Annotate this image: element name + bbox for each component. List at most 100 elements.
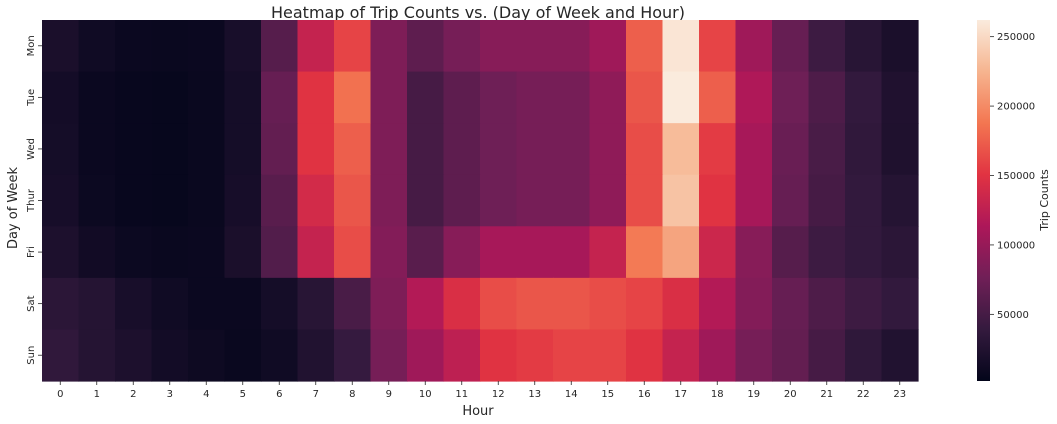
y-tick-label: Tue	[26, 89, 37, 107]
heatmap-cell-mon-21	[808, 20, 846, 73]
heatmap-cell-fri-5	[224, 226, 262, 279]
heatmap-cell-wed-1	[78, 123, 116, 176]
heatmap-cell-fri-16	[626, 226, 664, 279]
colorbar-ticks: 50000 100000 150000 200000 250000	[990, 32, 1035, 321]
heatmap-cell-sun-9	[370, 329, 408, 382]
heatmap-cell-tue-11	[443, 71, 481, 124]
heatmap-cell-sun-21	[808, 329, 846, 382]
heatmap-cell-mon-14	[553, 20, 591, 73]
heatmap-cell-wed-0	[42, 123, 80, 176]
heatmap-cell-fri-3	[151, 226, 189, 279]
heatmap-cell-fri-21	[808, 226, 846, 279]
heatmap-cell-sat-13	[516, 277, 554, 331]
heatmap-cell-sat-6	[261, 277, 299, 331]
heatmap-cell-tue-23	[881, 71, 919, 124]
heatmap-cell-tue-7	[297, 71, 335, 124]
heatmap-cell-fri-14	[553, 226, 591, 279]
heatmap-cell-thur-17	[662, 174, 700, 227]
heatmap-cell-wed-6	[261, 123, 299, 176]
x-tick-label: 22	[857, 389, 870, 400]
y-tick-label: Sun	[26, 346, 37, 365]
x-axis-ticks: 0 1 2 3 4 5 6 7 8 9 10 11 12 13 14 15 16 17 18 19 20 21 22 23	[57, 381, 906, 400]
heatmap-cell-mon-18	[699, 20, 737, 73]
heatmap-cell-sat-0	[42, 277, 80, 331]
heatmap-cell-fri-13	[516, 226, 554, 279]
heatmap-cell-mon-0	[42, 20, 80, 73]
heatmap-cell-sat-10	[407, 277, 445, 331]
heatmap-cell-thur-1	[78, 174, 116, 227]
heatmap-cell-sun-23	[881, 329, 919, 382]
heatmap-cell-mon-10	[407, 20, 445, 73]
heatmap-cells	[42, 20, 919, 382]
heatmap-cell-thur-5	[224, 174, 262, 227]
x-tick-label: 17	[674, 389, 687, 400]
heatmap-cell-sat-11	[443, 277, 481, 331]
heatmap-cell-tue-8	[334, 71, 372, 124]
heatmap-cell-tue-6	[261, 71, 299, 124]
heatmap-cell-wed-18	[699, 123, 737, 176]
heatmap-cell-wed-17	[662, 123, 700, 176]
heatmap-cell-mon-1	[78, 20, 116, 73]
heatmap-cell-fri-19	[735, 226, 773, 279]
heatmap-cell-sun-3	[151, 329, 189, 382]
heatmap-cell-tue-9	[370, 71, 408, 124]
heatmap-cell-fri-12	[480, 226, 518, 279]
heatmap-cell-wed-4	[188, 123, 226, 176]
heatmap-cell-fri-10	[407, 226, 445, 279]
heatmap-cell-wed-13	[516, 123, 554, 176]
heatmap-cell-tue-22	[845, 71, 883, 124]
heatmap-cell-tue-2	[115, 71, 153, 124]
heatmap-cell-wed-22	[845, 123, 883, 176]
heatmap-cell-wed-2	[115, 123, 153, 176]
heatmap-cell-thur-7	[297, 174, 335, 227]
x-tick-label: 15	[601, 389, 614, 400]
heatmap-cell-tue-20	[772, 71, 810, 124]
heatmap-cell-thur-15	[589, 174, 627, 227]
heatmap-cell-mon-6	[261, 20, 299, 73]
heatmap-cell-sun-11	[443, 329, 481, 382]
x-axis-label: Hour	[462, 404, 494, 419]
heatmap-cell-wed-20	[772, 123, 810, 176]
heatmap-cell-tue-14	[553, 71, 591, 124]
heatmap-cell-tue-17	[662, 71, 700, 124]
heatmap-cell-sat-20	[772, 277, 810, 331]
colorbar-tick-label: 150000	[997, 171, 1035, 182]
heatmap-cell-fri-18	[699, 226, 737, 279]
colorbar-tick-label: 50000	[997, 310, 1029, 321]
y-tick-label: Thur	[26, 188, 37, 213]
heatmap-cell-fri-11	[443, 226, 481, 279]
heatmap-cell-mon-5	[224, 20, 262, 73]
y-tick-label: Mon	[26, 35, 37, 56]
x-tick-label: 12	[492, 389, 505, 400]
x-tick-label: 7	[313, 389, 319, 400]
x-tick-label: 1	[94, 389, 100, 400]
heatmap-cell-thur-22	[845, 174, 883, 227]
heatmap-cell-sat-1	[78, 277, 116, 331]
colorbar	[977, 20, 990, 381]
x-tick-label: 2	[130, 389, 136, 400]
heatmap-cell-sat-9	[370, 277, 408, 331]
heatmap-cell-sun-8	[334, 329, 372, 382]
x-tick-label: 5	[240, 389, 246, 400]
heatmap-cell-thur-4	[188, 174, 226, 227]
y-axis-ticks: Mon Tue Wed Thur Fri Sat Sun	[26, 35, 42, 365]
heatmap-cell-wed-11	[443, 123, 481, 176]
heatmap-cell-thur-9	[370, 174, 408, 227]
heatmap-cell-tue-13	[516, 71, 554, 124]
heatmap-cell-mon-20	[772, 20, 810, 73]
colorbar-tick-label: 100000	[997, 240, 1035, 251]
heatmap-cell-tue-10	[407, 71, 445, 124]
y-tick-label: Wed	[26, 138, 37, 160]
heatmap-cell-mon-23	[881, 20, 919, 73]
colorbar-tick-label: 200000	[997, 102, 1035, 113]
x-tick-label: 23	[893, 389, 906, 400]
heatmap-cell-sun-19	[735, 329, 773, 382]
heatmap-cell-tue-0	[42, 71, 80, 124]
heatmap-cell-sun-0	[42, 329, 80, 382]
heatmap-cell-mon-3	[151, 20, 189, 73]
heatmap-cell-sun-14	[553, 329, 591, 382]
heatmap-cell-mon-4	[188, 20, 226, 73]
heatmap-cell-thur-19	[735, 174, 773, 227]
heatmap-cell-tue-15	[589, 71, 627, 124]
